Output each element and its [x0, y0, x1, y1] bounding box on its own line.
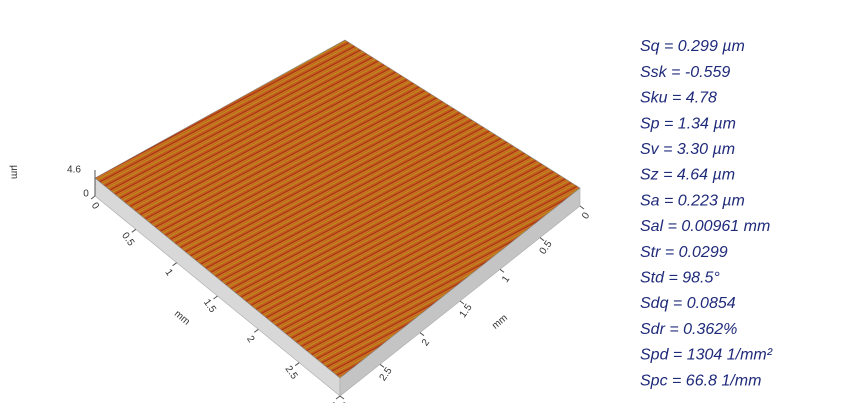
parameter: Sp = 1.34 µm	[640, 115, 736, 132]
parameter: Ssk = -0.559	[640, 64, 730, 81]
z-unit: µm	[8, 165, 19, 179]
tick-mark	[254, 329, 258, 332]
surface-figure: µm 4.6 0 mm mm Sq = 0.299 µm Ssk = -0.559…	[0, 0, 850, 403]
right-axis-tick-label: 0.5	[538, 239, 555, 257]
right-axis-tick-label: 0	[580, 210, 592, 221]
parameter: Std = 98.5°	[640, 270, 720, 287]
tick-mark	[340, 396, 344, 399]
parameter: Str = 0.0299	[640, 244, 728, 261]
parameter: Spc = 66.8 1/mm	[640, 372, 761, 389]
parameter: Sku = 4.78	[640, 90, 717, 107]
parameter: Sa = 0.223 µm	[640, 192, 745, 209]
z-tick-label: 4.6	[67, 165, 81, 176]
tick-mark	[460, 301, 464, 304]
parameter: Sz = 4.64 µm	[640, 167, 735, 184]
right-axis-tick-label: 2	[420, 337, 432, 348]
parameter: Spd = 1304 1/mm²	[640, 347, 773, 364]
left-axis-unit: mm	[172, 309, 192, 328]
right-axis-tick-label: 2.5	[378, 365, 395, 383]
parameter: Sdq = 0.0854	[640, 295, 736, 312]
right-axis-tick-label: 1.5	[458, 302, 475, 320]
left-axis-tick-label: 0	[89, 201, 101, 212]
tick-mark	[420, 333, 424, 336]
left-axis-tick-label: 2.5	[283, 364, 300, 382]
tick-mark	[380, 364, 384, 367]
tick-mark	[540, 238, 544, 241]
parameter: Sal = 0.00961 mm	[640, 218, 770, 235]
right-axis-unit: mm	[490, 313, 510, 332]
tick-mark	[500, 269, 504, 272]
left-axis-tick-label: 1.5	[201, 297, 218, 315]
tick-mark	[336, 396, 340, 399]
parameter-list: Sq = 0.299 µm Ssk = -0.559 Sku = 4.78 Sp = …	[640, 38, 773, 389]
left-axis-tick-label: 1	[162, 267, 174, 278]
surface-top	[95, 40, 580, 378]
parameter: Sq = 0.299 µm	[640, 38, 745, 55]
tick-mark	[580, 206, 584, 209]
parameter: Sv = 3.30 µm	[640, 141, 735, 158]
tick-mark	[173, 263, 177, 266]
right-axis-tick-label: 1	[500, 274, 512, 285]
parameter: Sdr = 0.362%	[640, 321, 737, 338]
tick-mark	[214, 296, 218, 299]
left-axis-tick-label: 0.5	[119, 231, 136, 249]
tick-mark	[295, 363, 299, 366]
left-axis-tick-label: 2	[244, 334, 256, 345]
tick-mark	[132, 229, 136, 232]
z-tick-label: 0	[83, 189, 89, 200]
tick-mark	[91, 196, 95, 199]
